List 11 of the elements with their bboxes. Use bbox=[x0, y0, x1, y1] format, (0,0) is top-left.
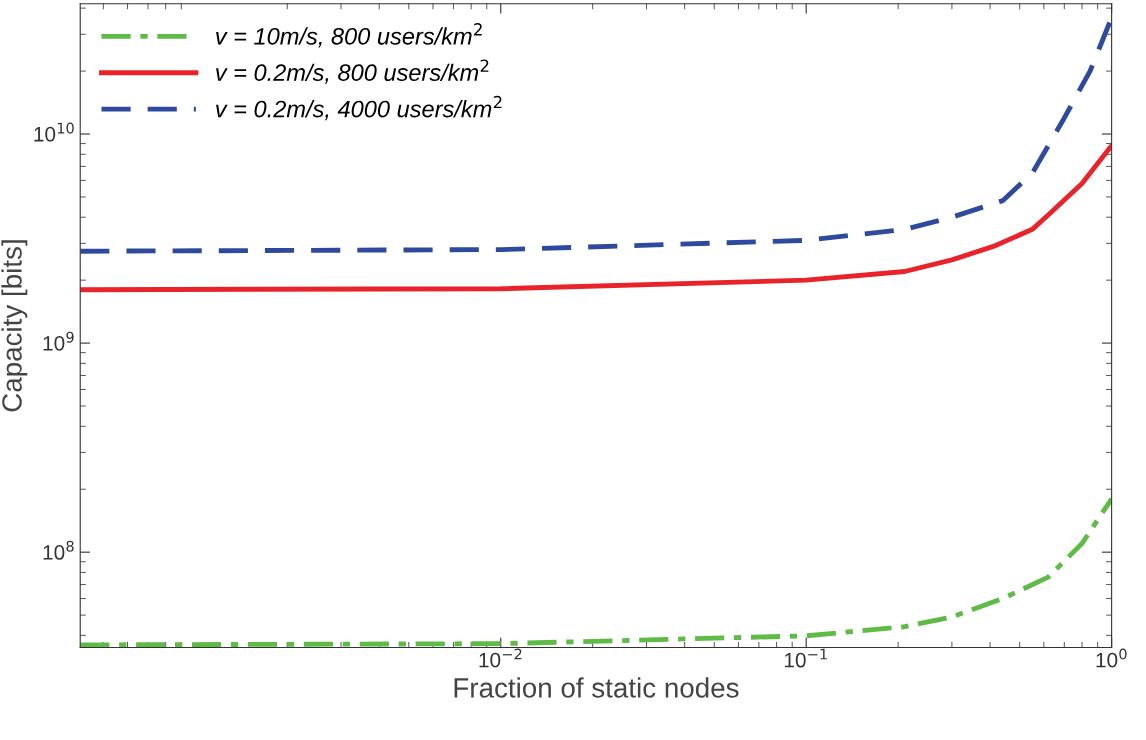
x-tick-label: 10$^{0}$ bbox=[1096, 648, 1127, 668]
y-tick-label: 10$^{10}$ bbox=[34, 122, 74, 142]
y-tick-label: 10$^{9}$ bbox=[43, 331, 74, 351]
x-axis-title: Fraction of static nodes bbox=[454, 677, 739, 698]
y-tick-label: 10$^{8}$ bbox=[43, 540, 74, 560]
legend-label: v = 0.2m/s, 4000 users/km$^{2}$ bbox=[216, 95, 502, 121]
x-tick-label: 10$^{−2}$ bbox=[479, 648, 522, 668]
legend-label: v = 0.2m/s, 800 users/km$^{2}$ bbox=[216, 59, 489, 84]
y-axis-title: Capacity [bits] bbox=[1, 240, 28, 412]
x-tick-label: 10$^{−1}$ bbox=[784, 648, 827, 668]
legend-label: v = 10m/s, 800 users/km$^{2}$ bbox=[216, 23, 482, 48]
